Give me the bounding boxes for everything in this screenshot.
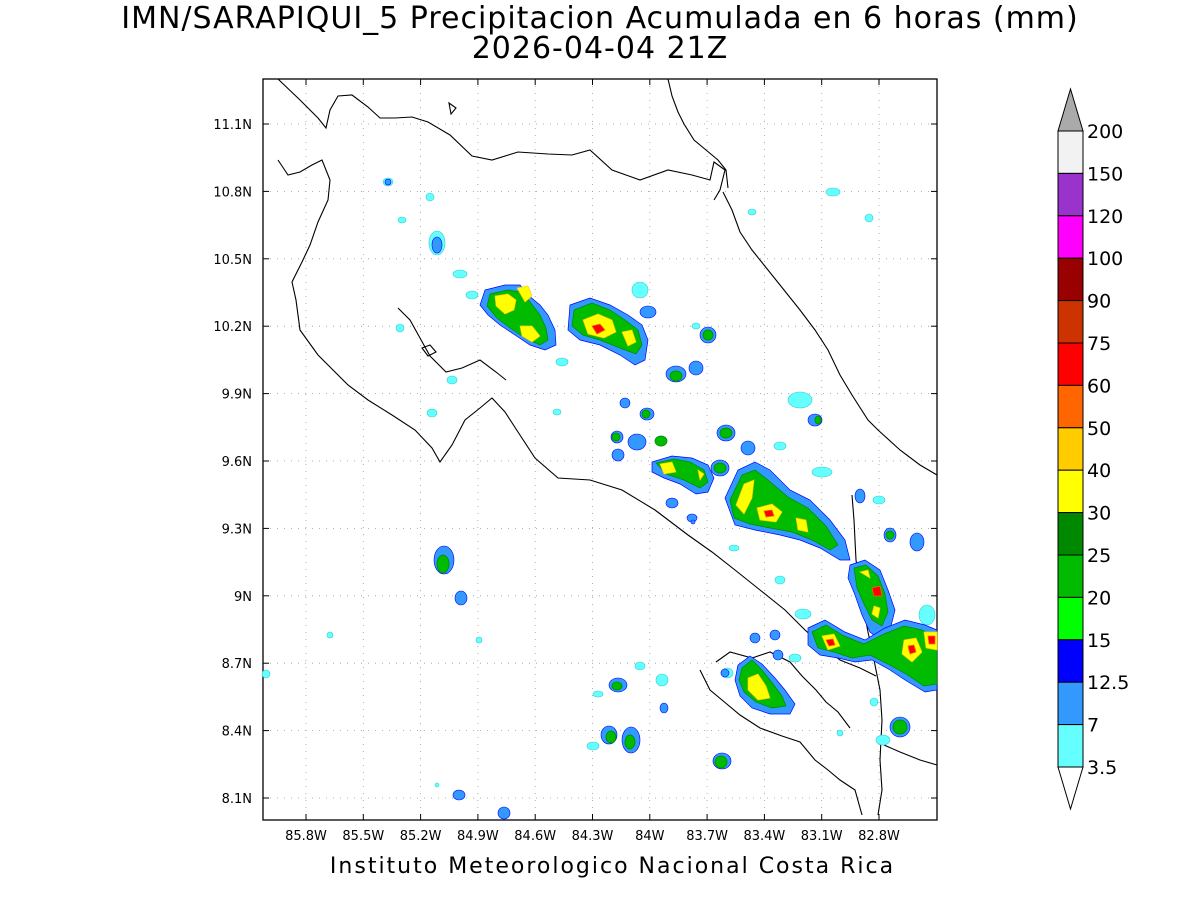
precip-band-osa (734, 655, 796, 715)
colorbar-swatch (1057, 384, 1084, 429)
colorbar-swatch (1057, 342, 1084, 386)
longitude-tick-label: 84.9W (457, 829, 499, 844)
precip-band-border (847, 559, 896, 641)
colorbar-label: 40 (1087, 460, 1111, 482)
colorbar-label: 150 (1087, 163, 1123, 185)
panama-pacific-coast (883, 744, 938, 766)
precip-band-north (479, 284, 557, 351)
colorbar-label: 120 (1087, 206, 1123, 228)
nicoya-gulf-coast (397, 307, 507, 381)
colorbar-label: 20 (1087, 587, 1111, 609)
precip-band-talamanca (724, 461, 851, 561)
colorbar-swatch (1057, 300, 1084, 344)
colorbar-swatch (1057, 554, 1084, 598)
precip-band-caribbean-slope (651, 455, 715, 495)
colorbar-swatch (1057, 596, 1084, 641)
colorbar-swatch (1057, 724, 1084, 768)
latitude-tick-label: 10.8N (213, 185, 252, 200)
colorbar-label: 100 (1087, 248, 1123, 270)
colorbar-label: 25 (1087, 545, 1111, 567)
colorbar: 200 150 120 100 90 75 60 50 40 30 25 20 15 12.5 7 3.5 (1057, 87, 1129, 811)
latitude-tick-label: 10.5N (213, 253, 252, 268)
map-title: IMN/SARAPIQUI_5 Precipitacion Acumulada … (121, 1, 1079, 36)
colorbar-swatch (1057, 681, 1084, 726)
latitude-tick-label: 9.6N (222, 455, 252, 470)
longitude-tick-label: 85.8W (285, 829, 327, 844)
pacific-coast (277, 159, 877, 677)
colorbar-label: 200 (1087, 121, 1123, 143)
colorbar-swatch (1057, 512, 1084, 556)
longitude-tick-label: 84W (635, 829, 665, 844)
nicoya-island (421, 344, 437, 357)
longitude-tick-label: 83.1W (801, 829, 843, 844)
precipitation-field (261, 177, 938, 820)
latitude-tick-label: 8.4N (222, 725, 252, 740)
precip-band-central (567, 297, 649, 366)
latitude-tick-label: 9.3N (222, 522, 252, 537)
colorbar-label: 30 (1087, 503, 1111, 525)
precip-moderate-areas (384, 178, 925, 820)
colorbar-label: 90 (1087, 291, 1111, 313)
latitude-ticks: 11.1N 10.8N 10.5N 10.2N 9.9N 9.6N 9.3N 9N 8.7N 8.… (213, 118, 937, 807)
latitude-tick-label: 11.1N (213, 118, 252, 133)
latitude-tick-label: 8.1N (222, 792, 252, 807)
nicaragua-costa-rica-border (667, 78, 729, 189)
colorbar-label: 12.5 (1087, 672, 1129, 694)
colorbar-label: 7 (1087, 715, 1099, 737)
longitude-tick-label: 85.2W (400, 829, 442, 844)
colorbar-over-triangle (1057, 87, 1084, 132)
longitude-tick-label: 83.7W (686, 829, 728, 844)
golfo-dulce-coast (715, 651, 851, 729)
longitude-tick-label: 84.6W (514, 829, 556, 844)
latitude-tick-label: 10.2N (213, 320, 252, 335)
colorbar-label: 3.5 (1087, 757, 1117, 779)
caribbean-coast (722, 191, 938, 476)
longitude-tick-label: 83.4W (743, 829, 785, 844)
colorbar-swatch (1057, 130, 1084, 174)
latitude-tick-label: 9.9N (222, 388, 252, 403)
latitude-tick-label: 9N (234, 590, 252, 605)
colorbar-swatch (1057, 639, 1084, 683)
colorbar-label: 50 (1087, 418, 1111, 440)
latitude-tick-label: 8.7N (222, 657, 252, 672)
nicaragua-coast (277, 78, 726, 201)
footer-credit: Instituto Meteorologico Nacional Costa R… (329, 854, 896, 879)
longitude-tick-label: 84.3W (572, 829, 614, 844)
colorbar-label: 60 (1087, 375, 1111, 397)
colorbar-swatch (1057, 257, 1084, 302)
map-subtitle: 2026-04-04 21Z (471, 31, 729, 66)
colorbar-swatch (1057, 427, 1084, 471)
colorbar-label: 15 (1087, 630, 1111, 652)
osa-peninsula-coast (699, 669, 863, 816)
colorbar-swatch (1057, 172, 1084, 217)
longitude-tick-label: 85.5W (342, 829, 384, 844)
longitude-tick-label: 82.8W (858, 829, 900, 844)
colorbar-swatch (1057, 469, 1084, 514)
colorbar-swatch (1057, 215, 1084, 259)
precip-band-golfito (807, 619, 938, 693)
small-island (448, 101, 457, 116)
coastlines (277, 78, 938, 816)
longitude-ticks: 85.8W 85.5W 85.2W 84.9W 84.6W 84.3W 84W 83.7W 83… (285, 79, 900, 844)
colorbar-under-triangle (1057, 766, 1084, 811)
precip-heavy-areas (436, 329, 908, 769)
colorbar-label: 75 (1087, 333, 1111, 355)
